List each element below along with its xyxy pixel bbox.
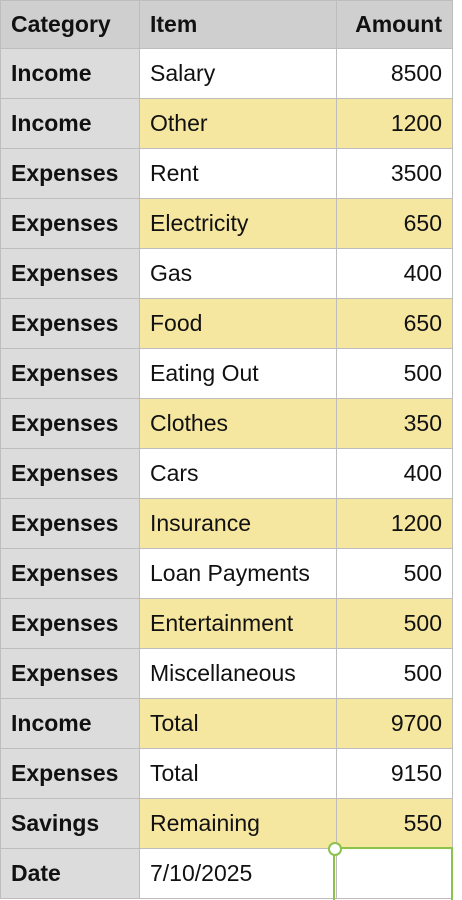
table-row: Expenses Miscellaneous 500 [0,648,453,699]
category-cell[interactable]: Expenses [0,398,140,449]
category-cell[interactable]: Expenses [0,498,140,549]
amount-cell[interactable]: 500 [336,548,453,599]
table-row: Savings Remaining 550 [0,798,453,849]
table-row: Income Other 1200 [0,98,453,149]
category-cell[interactable]: Date [0,848,140,899]
category-cell[interactable]: Expenses [0,298,140,349]
amount-cell[interactable]: 550 [336,798,453,849]
table-row: Expenses Cars 400 [0,448,453,499]
table-row: Income Total 9700 [0,698,453,749]
amount-cell[interactable]: 350 [336,398,453,449]
amount-cell[interactable]: 500 [336,648,453,699]
category-cell[interactable]: Income [0,698,140,749]
table-row: Expenses Gas 400 [0,248,453,299]
category-cell[interactable]: Income [0,48,140,99]
item-cell[interactable]: Clothes [139,398,337,449]
item-cell[interactable]: Loan Payments [139,548,337,599]
item-cell[interactable]: Total [139,748,337,799]
amount-cell[interactable]: 500 [336,348,453,399]
table-row: Expenses Total 9150 [0,748,453,799]
amount-cell[interactable]: 8500 [336,48,453,99]
item-cell[interactable]: Remaining [139,798,337,849]
table-row: Expenses Eating Out 500 [0,348,453,399]
item-cell[interactable]: Gas [139,248,337,299]
amount-cell[interactable]: 3500 [336,148,453,199]
category-cell[interactable]: Expenses [0,348,140,399]
category-cell[interactable]: Expenses [0,248,140,299]
table-row: Expenses Clothes 350 [0,398,453,449]
header-category[interactable]: Category [0,0,140,49]
item-cell[interactable]: Electricity [139,198,337,249]
item-cell[interactable]: Miscellaneous [139,648,337,699]
category-cell[interactable]: Savings [0,798,140,849]
header-row: Category Item Amount [0,0,453,49]
amount-cell[interactable]: 650 [336,298,453,349]
item-cell[interactable]: Eating Out [139,348,337,399]
item-cell[interactable]: Rent [139,148,337,199]
header-amount[interactable]: Amount [336,0,453,49]
amount-cell[interactable]: 400 [336,248,453,299]
item-cell[interactable]: 7/10/2025 [139,848,337,899]
table-row: Expenses Entertainment 500 [0,598,453,649]
item-cell[interactable]: Cars [139,448,337,499]
item-cell[interactable]: Entertainment [139,598,337,649]
category-cell[interactable]: Expenses [0,648,140,699]
amount-cell[interactable]: 9700 [336,698,453,749]
category-cell[interactable]: Expenses [0,448,140,499]
amount-cell[interactable]: 1200 [336,498,453,549]
header-item[interactable]: Item [139,0,337,49]
category-cell[interactable]: Income [0,98,140,149]
amount-cell[interactable]: 1200 [336,98,453,149]
category-cell[interactable]: Expenses [0,148,140,199]
category-cell[interactable]: Expenses [0,598,140,649]
amount-cell[interactable]: 9150 [336,748,453,799]
item-cell[interactable]: Insurance [139,498,337,549]
category-cell[interactable]: Expenses [0,748,140,799]
item-cell[interactable]: Total [139,698,337,749]
table-row: Date 7/10/2025 [0,848,453,899]
category-cell[interactable]: Expenses [0,548,140,599]
amount-cell[interactable]: 400 [336,448,453,499]
table-row: Expenses Electricity 650 [0,198,453,249]
table-row: Expenses Rent 3500 [0,148,453,199]
amount-cell[interactable]: 650 [336,198,453,249]
table-row: Income Salary 8500 [0,48,453,99]
item-cell[interactable]: Salary [139,48,337,99]
amount-cell[interactable]: 500 [336,598,453,649]
amount-cell[interactable] [336,848,453,899]
table-row: Expenses Loan Payments 500 [0,548,453,599]
budget-table: Category Item Amount Income Salary 8500 … [0,0,453,899]
item-cell[interactable]: Food [139,298,337,349]
table-row: Expenses Insurance 1200 [0,498,453,549]
table-row: Expenses Food 650 [0,298,453,349]
category-cell[interactable]: Expenses [0,198,140,249]
item-cell[interactable]: Other [139,98,337,149]
